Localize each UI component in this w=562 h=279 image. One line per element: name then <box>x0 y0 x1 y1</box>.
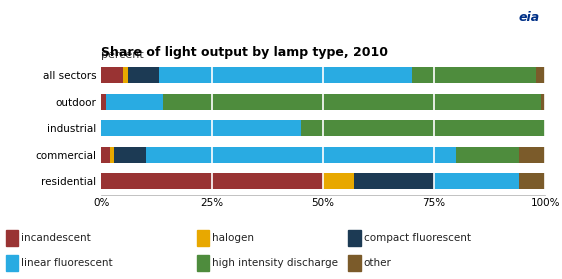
Text: halogen: halogen <box>212 233 254 243</box>
Bar <box>101 94 106 110</box>
Bar <box>164 94 541 110</box>
Bar <box>115 147 146 163</box>
Bar <box>128 68 159 83</box>
Text: high intensity discharge: high intensity discharge <box>212 258 338 268</box>
Bar <box>434 173 519 189</box>
Bar <box>110 147 115 163</box>
Bar <box>101 121 301 136</box>
Bar <box>412 68 536 83</box>
Text: percent: percent <box>101 50 144 60</box>
Bar <box>519 173 545 189</box>
Text: incandescent: incandescent <box>21 233 90 243</box>
Bar <box>101 147 110 163</box>
Bar <box>541 94 545 110</box>
Bar <box>301 121 545 136</box>
Text: linear fluorescent: linear fluorescent <box>21 258 112 268</box>
Text: other: other <box>364 258 392 268</box>
Text: eia: eia <box>518 11 540 24</box>
Bar <box>146 147 456 163</box>
Bar <box>536 68 545 83</box>
Text: Share of light output by lamp type, 2010: Share of light output by lamp type, 2010 <box>101 46 388 59</box>
Bar <box>106 94 164 110</box>
Bar <box>354 173 434 189</box>
Bar <box>101 68 123 83</box>
Bar <box>159 68 412 83</box>
Bar <box>323 173 354 189</box>
Text: compact fluorescent: compact fluorescent <box>364 233 470 243</box>
Bar <box>456 147 519 163</box>
Bar <box>101 173 323 189</box>
Bar <box>123 68 128 83</box>
Bar <box>519 147 545 163</box>
